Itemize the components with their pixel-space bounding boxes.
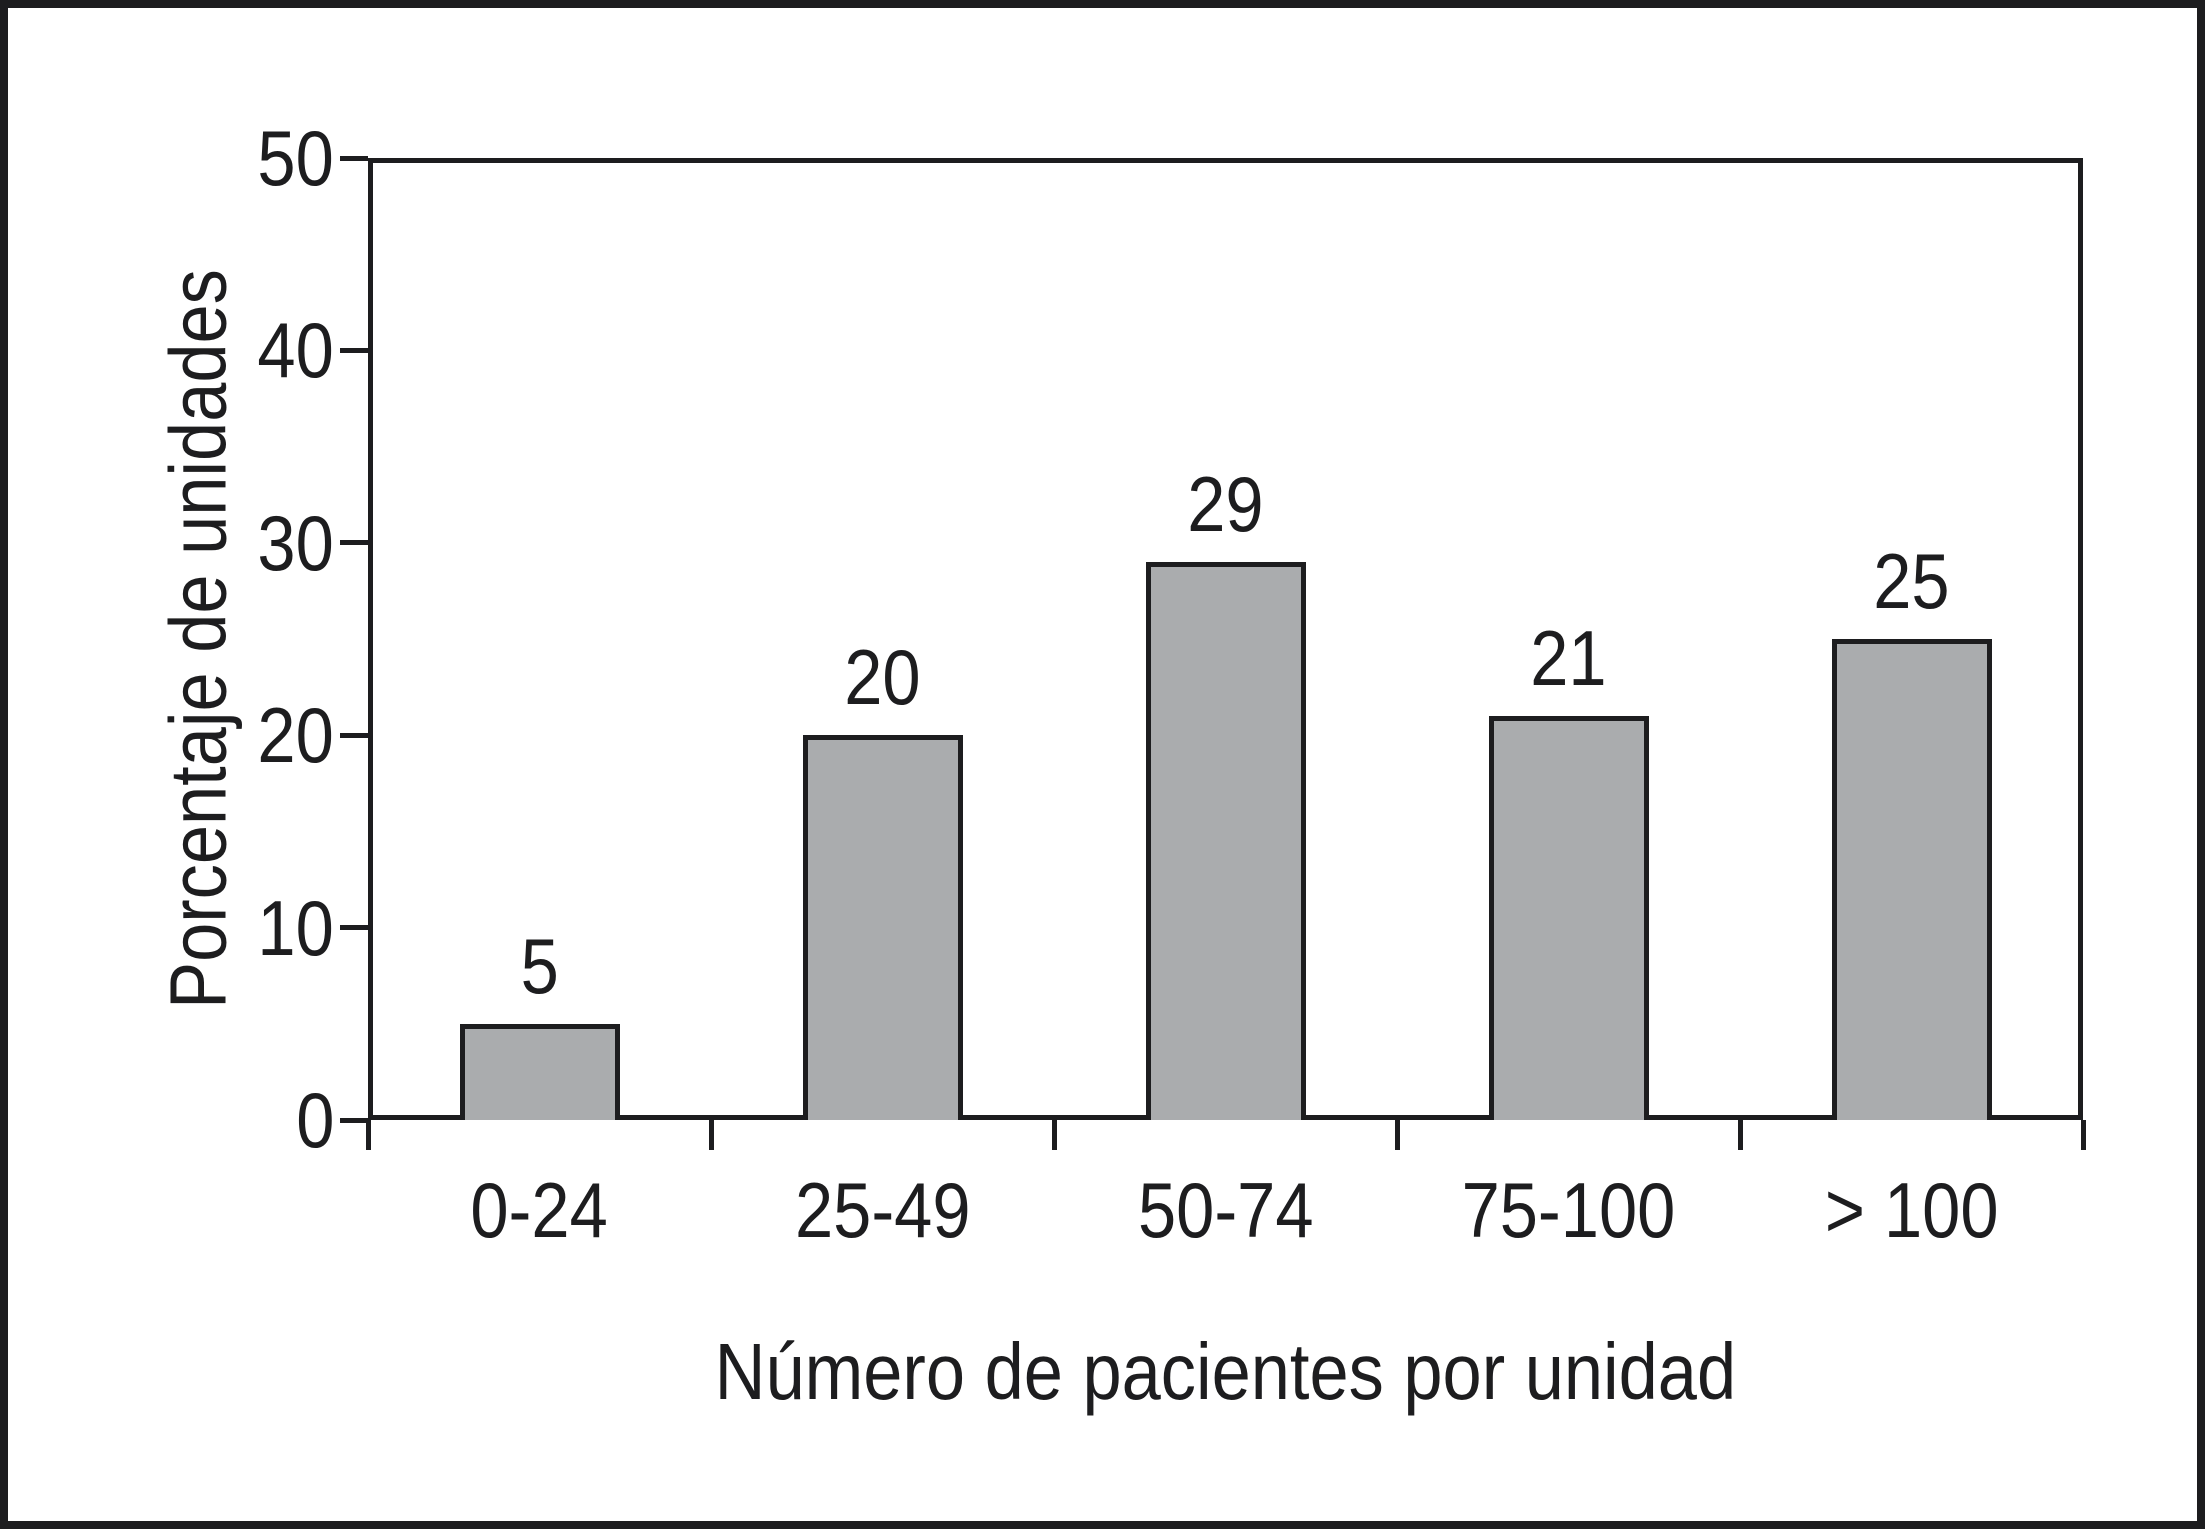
x-axis-tick [1737, 1120, 1743, 1150]
bar-value-label-text: 29 [1187, 460, 1264, 549]
y-tick-label-text: 0 [295, 1076, 334, 1164]
bar-value-label-text: 5 [520, 921, 559, 1010]
y-tick-label-text: 30 [257, 498, 334, 587]
bar-value-label-text: 21 [1530, 613, 1607, 702]
y-axis-tick [340, 1117, 368, 1123]
y-tick-label-text: 10 [257, 883, 334, 972]
y-tick-label: 0 [154, 1080, 334, 1160]
x-category-label-text: 75-100 [1461, 1166, 1676, 1254]
x-axis-tick [1051, 1120, 1057, 1150]
bar-value-label: 21 [1397, 618, 1740, 698]
x-axis-title-text: Número de pacientes por unidad [714, 1327, 1737, 1416]
bar-value-label: 5 [368, 926, 711, 1006]
y-tick-label-text: 50 [257, 114, 334, 202]
x-category-label: 0-24 [368, 1170, 711, 1250]
y-tick-label: 30 [154, 503, 334, 583]
bar-value-label: 25 [1740, 541, 2083, 621]
bar [1831, 639, 1992, 1120]
x-axis-tick [365, 1120, 371, 1150]
x-category-label-text: 25-49 [794, 1166, 971, 1254]
y-tick-label-text: 20 [257, 691, 334, 780]
bar-value-label-text: 25 [1873, 537, 1950, 625]
x-category-label: 25-49 [711, 1170, 1054, 1250]
y-tick-label: 20 [154, 695, 334, 775]
y-axis-title: Porcentaje de unidades [103, 158, 293, 1120]
y-axis-tick [340, 540, 368, 546]
bar [1145, 562, 1306, 1120]
x-axis-title: Número de pacientes por unidad [368, 1330, 2083, 1414]
bar-value-label: 29 [1054, 464, 1397, 544]
x-axis-tick [2080, 1120, 2086, 1150]
y-axis-tick [340, 347, 368, 353]
y-axis-tick [340, 732, 368, 738]
bar-value-label-text: 20 [844, 633, 921, 722]
y-tick-label: 10 [154, 888, 334, 968]
x-axis-tick [708, 1120, 714, 1150]
bar [459, 1023, 620, 1120]
y-tick-label: 40 [154, 310, 334, 390]
y-axis-tick [340, 155, 368, 161]
x-category-label-text: 0-24 [470, 1166, 609, 1254]
x-category-label: 50-74 [1054, 1170, 1397, 1250]
x-category-label: > 100 [1740, 1170, 2083, 1250]
bar-value-label: 20 [711, 637, 1054, 717]
x-axis-tick [1394, 1120, 1400, 1150]
y-axis-tick [340, 925, 368, 931]
x-category-label-text: > 100 [1824, 1166, 1999, 1254]
x-category-label: 75-100 [1397, 1170, 1740, 1250]
y-tick-label: 50 [154, 118, 334, 198]
bar [802, 735, 963, 1120]
bar [1488, 715, 1649, 1120]
x-category-label-text: 50-74 [1137, 1166, 1314, 1254]
y-tick-label-text: 40 [257, 306, 334, 395]
